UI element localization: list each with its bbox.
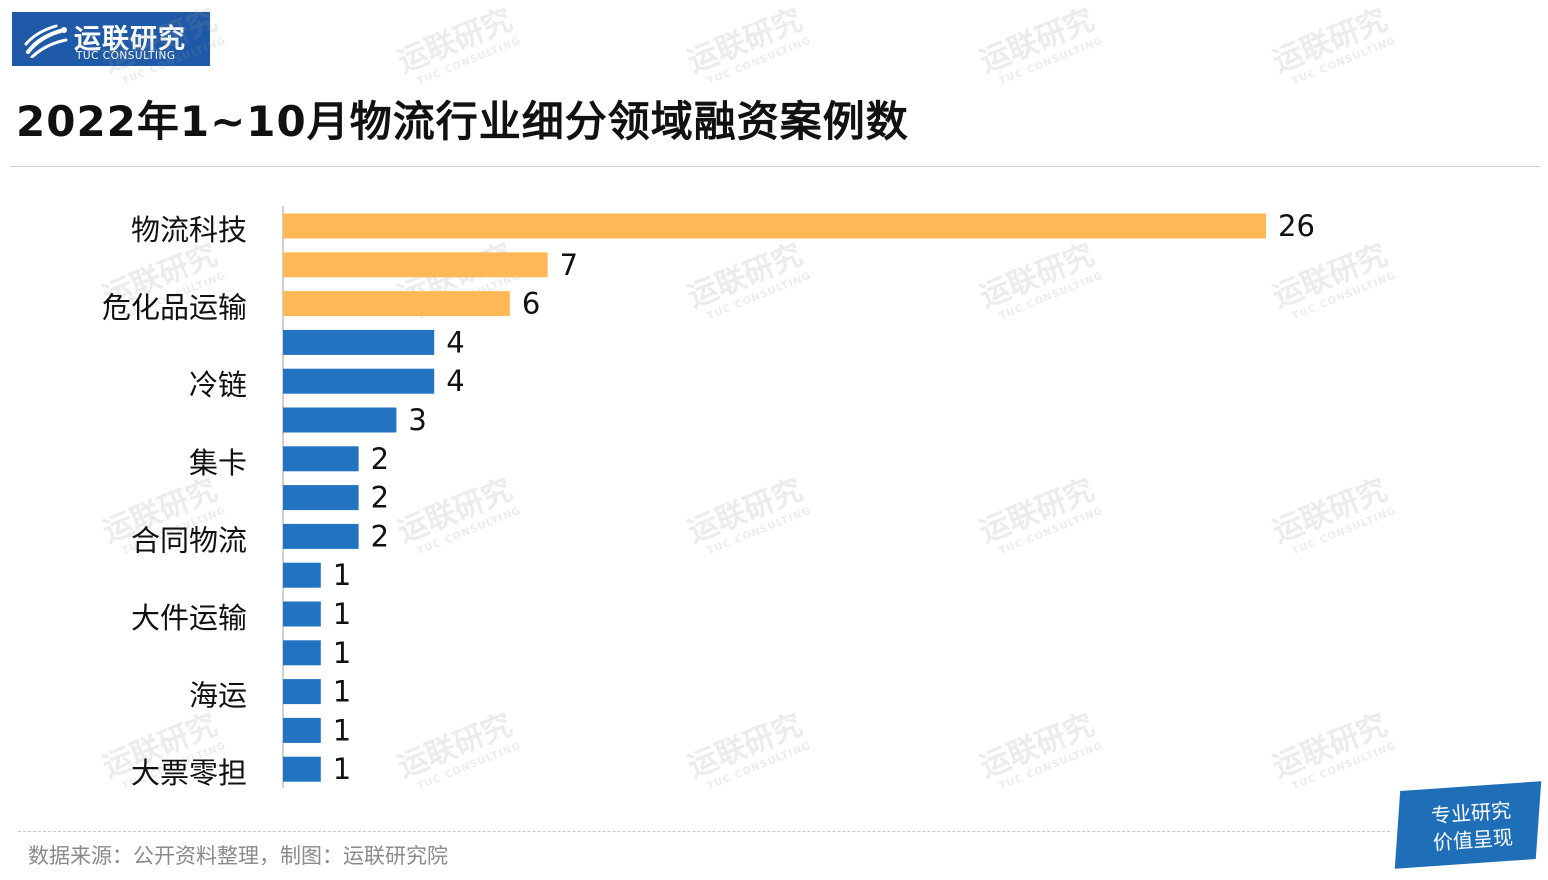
bar [283, 601, 321, 627]
slogan-text: 专业研究 价值呈现 [1408, 796, 1535, 859]
category-label: 物流科技 [131, 213, 247, 247]
footer-divider [18, 831, 1390, 832]
data-label: 1 [333, 558, 351, 592]
bar [283, 407, 397, 433]
chart-title: 2022年1~10月物流行业细分领域融资案例数 [16, 97, 909, 146]
data-label: 7 [560, 248, 578, 282]
data-label: 1 [333, 713, 351, 747]
data-label: 6 [522, 287, 540, 321]
title-divider [10, 166, 1540, 167]
data-label: 2 [371, 442, 389, 476]
bar [283, 679, 321, 705]
data-label: 1 [333, 675, 351, 709]
data-label: 1 [333, 636, 351, 670]
bar [283, 562, 321, 588]
logo-subtitle: TUC CONSULTING [76, 50, 176, 62]
bar [283, 756, 321, 782]
data-label: 3 [408, 403, 426, 437]
brand-logo: 运联研究 TUC CONSULTING [12, 12, 210, 66]
category-label: 冷链 [189, 368, 247, 402]
data-label: 2 [371, 519, 389, 553]
bar [283, 485, 359, 511]
logo-swirl-icon [24, 24, 68, 58]
category-label: 大件运输 [131, 601, 247, 635]
category-label: 大票零担 [131, 756, 247, 790]
data-label: 1 [333, 752, 351, 786]
bar [283, 640, 321, 666]
source-note: 数据来源：公开资料整理，制图：运联研究院 [28, 844, 448, 868]
data-label: 4 [446, 325, 464, 359]
category-label: 危化品运输 [102, 291, 247, 325]
bar [283, 329, 435, 355]
category-label: 海运 [189, 679, 247, 713]
bar [283, 368, 435, 394]
bar [283, 446, 359, 472]
data-label: 2 [371, 481, 389, 515]
category-label: 合同物流 [131, 523, 247, 557]
bar [283, 291, 510, 317]
bar [283, 523, 359, 549]
bar [283, 252, 548, 278]
category-label: 集卡 [189, 446, 247, 480]
data-label: 26 [1278, 209, 1315, 243]
data-label: 1 [333, 597, 351, 631]
bar [283, 213, 1266, 239]
logo-name: 运联研究 [74, 24, 186, 55]
bar [283, 717, 321, 743]
data-label: 4 [446, 364, 464, 398]
